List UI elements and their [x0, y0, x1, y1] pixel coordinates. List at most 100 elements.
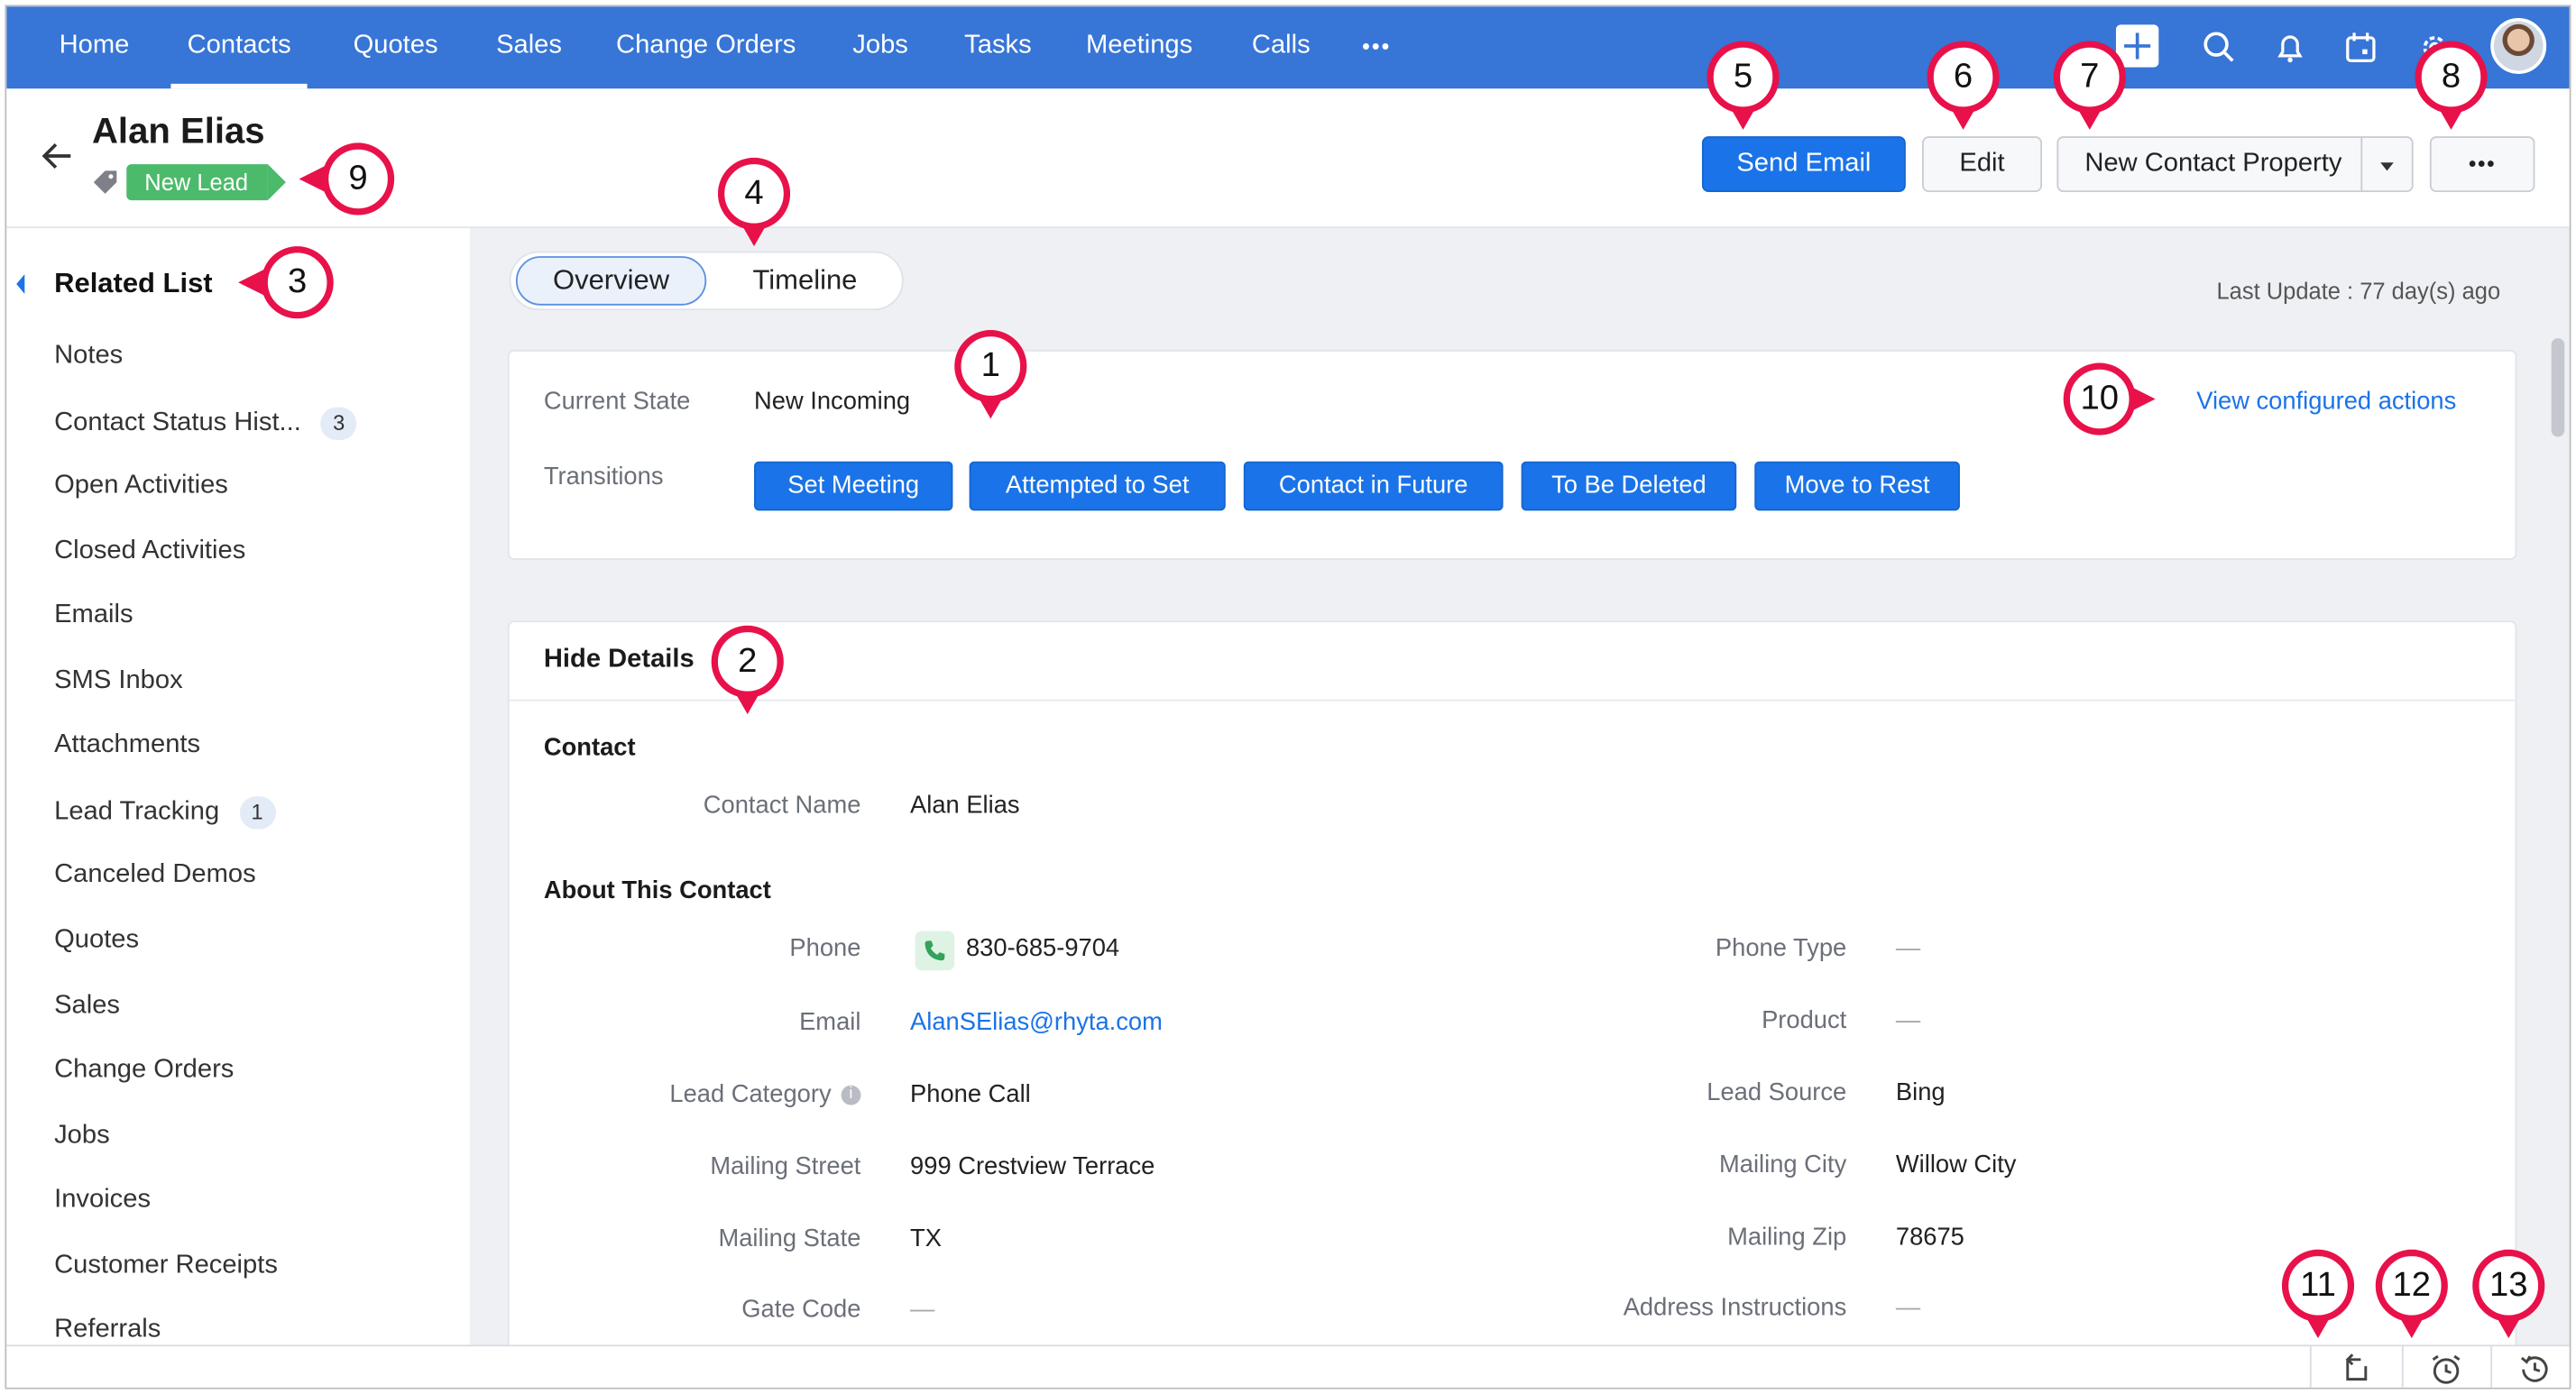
- hide-details-toggle[interactable]: Hide Details: [543, 645, 695, 674]
- view-configured-actions-link[interactable]: View configured actions: [2196, 387, 2457, 416]
- divider: [2309, 1346, 2312, 1388]
- current-state-label: Current State: [543, 387, 691, 416]
- sidebar-item-label: Attachments: [54, 730, 201, 759]
- sidebar-item[interactable]: Invoices: [54, 1186, 151, 1215]
- lead-category-value: Phone Call: [910, 1080, 1031, 1109]
- phone-label: Phone: [789, 934, 861, 963]
- mailing-street-value: 999 Crestview Terrace: [910, 1152, 1155, 1181]
- callout-marker: 7: [2053, 41, 2126, 114]
- sidebar-item[interactable]: Open Activities: [54, 472, 228, 501]
- search-icon[interactable]: [2198, 26, 2240, 69]
- sidebar-item[interactable]: Notes: [54, 342, 123, 371]
- sidebar-item-label: Open Activities: [54, 471, 228, 500]
- sidebar-item[interactable]: Emails: [54, 601, 133, 630]
- phone-call-icon[interactable]: [915, 931, 955, 971]
- calendar-icon[interactable]: [2340, 26, 2382, 69]
- count-badge: 3: [320, 407, 357, 441]
- sidebar-item-label: Sales: [54, 991, 121, 1020]
- back-arrow-icon[interactable]: [40, 138, 76, 174]
- sidebar-item[interactable]: Change Orders: [54, 1056, 234, 1086]
- more-actions-button[interactable]: •••: [2429, 136, 2535, 193]
- nav-tasks[interactable]: Tasks: [964, 31, 1032, 60]
- attempted-to-set-button[interactable]: Attempted to Set: [969, 461, 1226, 511]
- new-contact-property-label: New Contact Property: [2084, 149, 2342, 178]
- callout-marker: 6: [1927, 41, 2000, 114]
- sidebar-item-label: Change Orders: [54, 1055, 235, 1084]
- divider: [2490, 1346, 2493, 1388]
- collapse-sidebar-icon[interactable]: [16, 272, 26, 295]
- set-meeting-button[interactable]: Set Meeting: [754, 461, 953, 511]
- contact-name-label: Contact Name: [703, 791, 861, 820]
- state-card: [507, 349, 2517, 560]
- nav-change-orders[interactable]: Change Orders: [616, 31, 796, 60]
- tab-timeline[interactable]: Timeline: [752, 264, 858, 296]
- mailing-city-label: Mailing City: [1719, 1151, 1847, 1179]
- edit-button[interactable]: Edit: [1922, 136, 2043, 193]
- sidebar-item[interactable]: SMS Inbox: [54, 666, 183, 696]
- nav-contacts[interactable]: Contacts: [170, 6, 308, 89]
- follow-up-icon[interactable]: [2338, 1352, 2374, 1388]
- sidebar-item-label: Referrals: [54, 1315, 161, 1344]
- phone-value: 830-685-9704: [965, 934, 1120, 963]
- create-new-icon[interactable]: [2115, 24, 2159, 68]
- sidebar-item[interactable]: Customer Receipts: [54, 1252, 278, 1281]
- status-badge: New Lead: [126, 164, 287, 201]
- sidebar-item[interactable]: Closed Activities: [54, 537, 245, 566]
- mailing-city-value: Willow City: [1895, 1151, 2017, 1179]
- nav-meetings[interactable]: Meetings: [1085, 31, 1193, 60]
- chevron-down-icon: [2380, 162, 2394, 171]
- to-be-deleted-button[interactable]: To Be Deleted: [1521, 461, 1737, 511]
- callout-marker: 12: [2375, 1249, 2448, 1322]
- callout-marker: 11: [2281, 1249, 2355, 1322]
- sidebar-item[interactable]: Lead Tracking 1: [54, 796, 276, 830]
- bell-icon[interactable]: [2268, 26, 2311, 69]
- sidebar-item[interactable]: Jobs: [54, 1122, 110, 1151]
- tab-overview[interactable]: Overview: [515, 256, 707, 306]
- sidebar-item[interactable]: Sales: [54, 992, 120, 1022]
- address-instructions-label: Address Instructions: [1623, 1293, 1847, 1322]
- info-icon[interactable]: i: [841, 1085, 861, 1105]
- contact-section-title: Contact: [543, 733, 636, 762]
- nav-calls[interactable]: Calls: [1251, 31, 1311, 60]
- sidebar-item-label: Quotes: [54, 926, 140, 955]
- sidebar-item-label: Jobs: [54, 1121, 110, 1150]
- callout-pointer: [299, 165, 326, 193]
- nav-sales[interactable]: Sales: [496, 31, 562, 60]
- scrollbar-thumb[interactable]: [2551, 338, 2565, 437]
- sidebar-item-label: Lead Tracking: [54, 798, 220, 826]
- nav-quotes[interactable]: Quotes: [353, 31, 438, 60]
- page-title: Alan Elias: [91, 110, 265, 151]
- lead-category-label: Lead Category i: [532, 1080, 861, 1108]
- record-header: Alan Elias New Lead Send Email Edit New …: [6, 88, 2570, 229]
- lead-source-label: Lead Source: [1707, 1078, 1847, 1107]
- nav-home[interactable]: Home: [59, 31, 130, 60]
- mailing-zip-value: 78675: [1895, 1223, 1964, 1252]
- divider: [2401, 1346, 2404, 1388]
- divider: [509, 699, 2516, 702]
- about-section-title: About This Contact: [543, 876, 771, 905]
- view-tabs: Overview Timeline: [509, 251, 904, 311]
- sidebar-item[interactable]: Canceled Demos: [54, 860, 256, 890]
- contact-in-future-button[interactable]: Contact in Future: [1243, 461, 1504, 511]
- email-link[interactable]: AlanSElias@rhyta.com: [910, 1008, 1163, 1037]
- sidebar-item[interactable]: Contact Status Hist... 3: [54, 407, 357, 441]
- sidebar-item[interactable]: Attachments: [54, 730, 200, 760]
- new-contact-property-button[interactable]: New Contact Property: [2056, 136, 2414, 193]
- user-avatar[interactable]: [2490, 18, 2547, 74]
- history-icon[interactable]: [2516, 1352, 2553, 1388]
- sidebar-item[interactable]: Referrals: [54, 1316, 161, 1345]
- sidebar-item[interactable]: Quotes: [54, 926, 139, 956]
- nav-more-icon[interactable]: •••: [1361, 32, 1392, 60]
- mailing-state-value: TX: [910, 1224, 942, 1253]
- send-email-button[interactable]: Send Email: [1701, 136, 1906, 193]
- alarm-clock-icon[interactable]: [2428, 1352, 2464, 1388]
- callout-marker: 9: [321, 142, 395, 216]
- nav-jobs[interactable]: Jobs: [852, 31, 908, 60]
- phone-type-label: Phone Type: [1715, 934, 1847, 963]
- contact-name-value: Alan Elias: [910, 791, 1020, 820]
- gate-code-value: —: [910, 1295, 935, 1324]
- related-list-heading: Related List: [54, 267, 213, 299]
- callout-marker: 5: [1707, 41, 1780, 114]
- dropdown-toggle[interactable]: [2360, 137, 2411, 191]
- move-to-rest-button[interactable]: Move to Rest: [1754, 461, 1960, 511]
